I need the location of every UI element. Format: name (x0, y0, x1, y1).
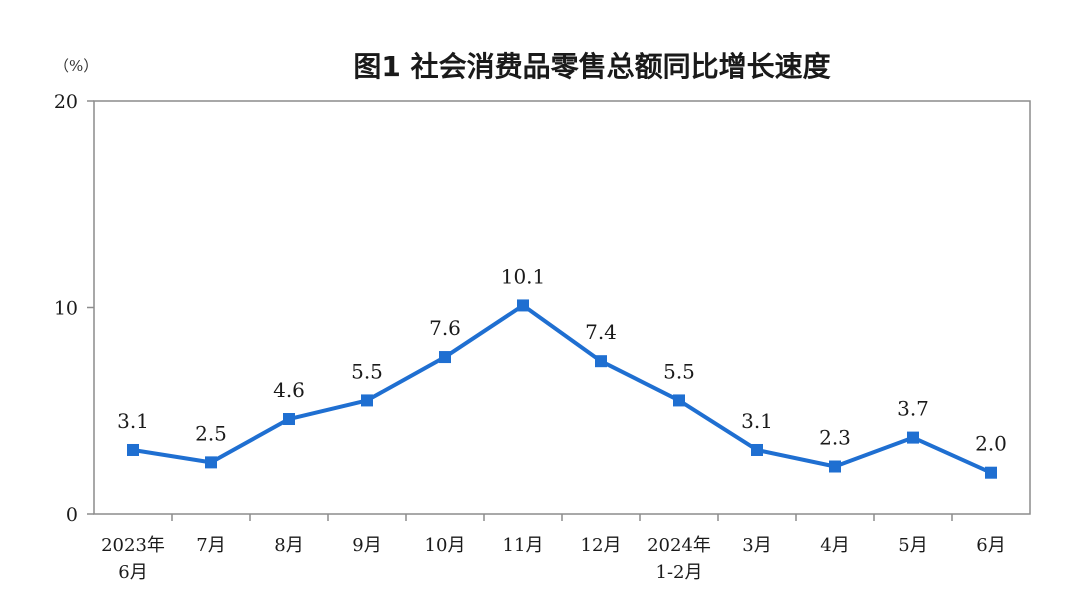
data-label: 4.6 (273, 378, 305, 402)
data-point (829, 460, 841, 473)
x-tick-label: 7月 (196, 535, 225, 556)
data-label: 2.3 (819, 426, 851, 450)
chart-title: 图1 社会消费品零售总额同比增长速度 (353, 50, 830, 83)
y-axis: 0 10 20 (54, 91, 94, 526)
data-point (205, 456, 217, 469)
x-tick-label: 9月 (352, 535, 381, 556)
x-tick-label: 2023年 (101, 535, 165, 556)
x-axis: 2023年 6月 7月 8月 9月 10月 11月 12月 2024年 1-2月 3月 4月 5月 6月 (101, 514, 1006, 583)
x-tick-label: 11月 (503, 535, 544, 556)
data-point (985, 466, 997, 479)
x-tick-label: 6月 (976, 535, 1005, 556)
data-label: 2.5 (195, 421, 227, 445)
plot-area-frame (93, 100, 1031, 515)
data-label: 10.1 (501, 264, 546, 288)
y-tick-label: 20 (54, 91, 78, 113)
data-point (517, 299, 529, 312)
x-tick-label: 2024年 (647, 535, 711, 556)
data-label: 3.7 (897, 397, 929, 421)
x-tick-label: 3月 (742, 535, 771, 556)
data-point (595, 355, 607, 368)
y-tick-label: 0 (66, 504, 78, 526)
data-label: 5.5 (351, 359, 383, 383)
data-label: 2.0 (975, 432, 1007, 456)
data-point (673, 394, 685, 407)
x-tick-label: 5月 (898, 535, 927, 556)
data-point (361, 394, 373, 407)
data-point (283, 413, 295, 426)
data-label: 3.1 (741, 409, 773, 433)
data-point (907, 431, 919, 444)
series-markers (127, 299, 997, 479)
data-point (127, 443, 139, 456)
data-point (751, 443, 763, 456)
data-label: 7.4 (585, 320, 617, 344)
y-tick-label: 10 (54, 298, 78, 320)
series-line (131, 303, 993, 475)
x-tick-label: 8月 (274, 535, 303, 556)
x-tick-label: 10月 (425, 535, 466, 556)
data-label: 7.6 (429, 316, 461, 340)
x-tick-label: 6月 (118, 562, 147, 583)
data-point (439, 351, 451, 364)
data-label: 3.1 (117, 409, 149, 433)
y-unit-label: （%） (54, 57, 98, 75)
data-labels: 3.1 2.5 4.6 5.5 7.6 10.1 7.4 5.5 3.1 2.3 3.7 2.0 (117, 264, 1007, 455)
x-tick-label: 4月 (820, 535, 849, 556)
x-tick-label: 1-2月 (656, 562, 703, 583)
data-label: 5.5 (663, 359, 695, 383)
x-tick-label: 12月 (581, 535, 622, 556)
